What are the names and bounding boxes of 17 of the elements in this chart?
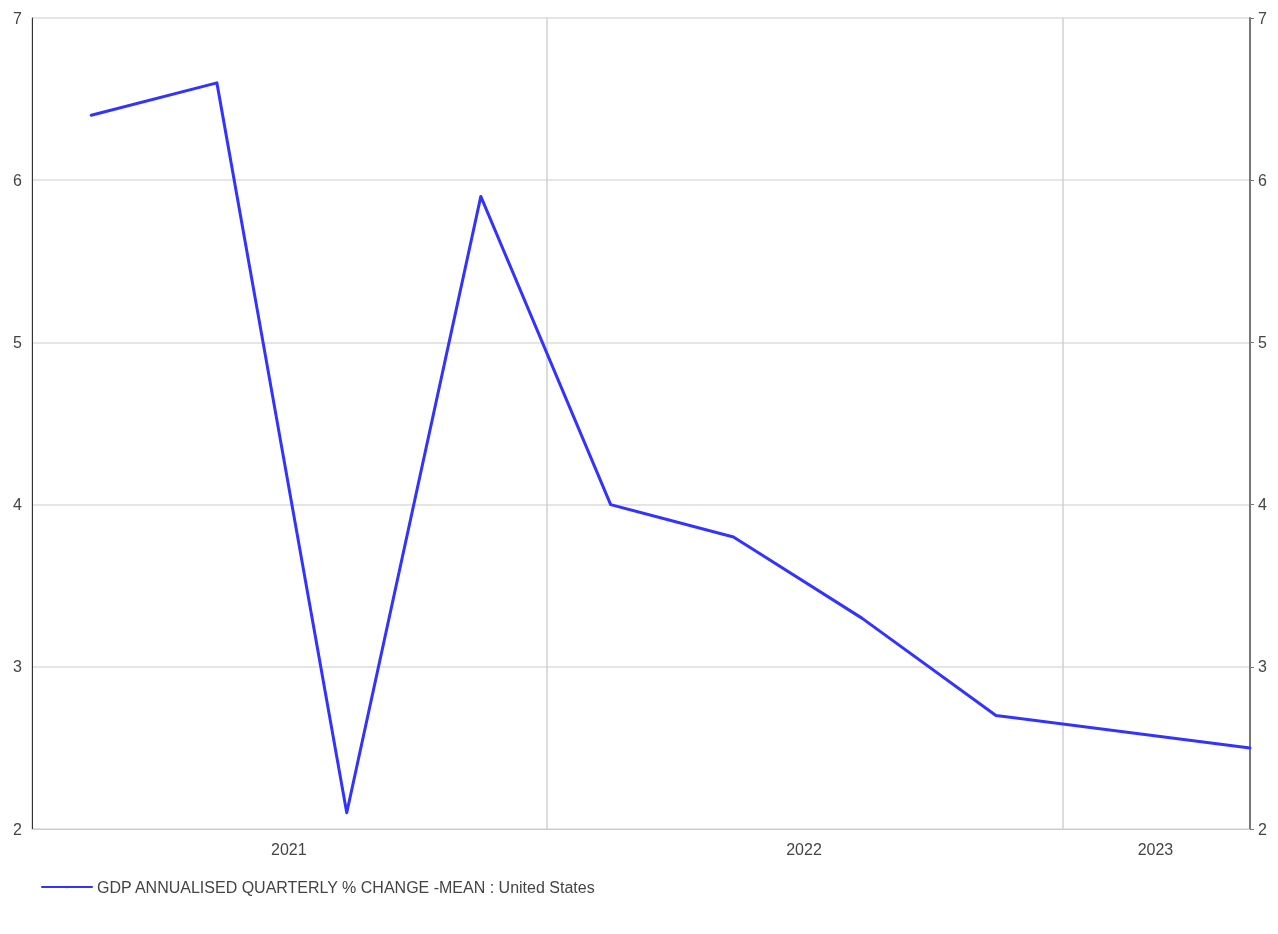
x-tick-label: 2021 [271,840,307,858]
y-tick-label: 4 [1258,496,1267,514]
y-tick-label: 5 [1258,333,1267,351]
y-tick-label: 7 [1258,9,1267,27]
y2-tick-label: 7 [13,9,23,27]
y-tick-label: 3 [1258,658,1267,676]
legend-label: GDP ANNUALISED QUARTERLY % CHANGE -MEAN : United States [97,878,595,896]
y-tick-label: 2 [1258,820,1267,838]
y2-tick-label: 4 [13,496,23,514]
y2-tick-label: 5 [13,333,23,351]
y2-tick-label: 2 [13,820,23,838]
y2-tick-label: 3 [13,658,23,676]
x-tick-label: 2022 [786,840,822,858]
line-series [89,81,1252,815]
y2-tick-label: 6 [13,171,23,189]
y-tick-label: 6 [1258,171,1267,189]
x-tick-label: 2023 [1137,840,1174,858]
